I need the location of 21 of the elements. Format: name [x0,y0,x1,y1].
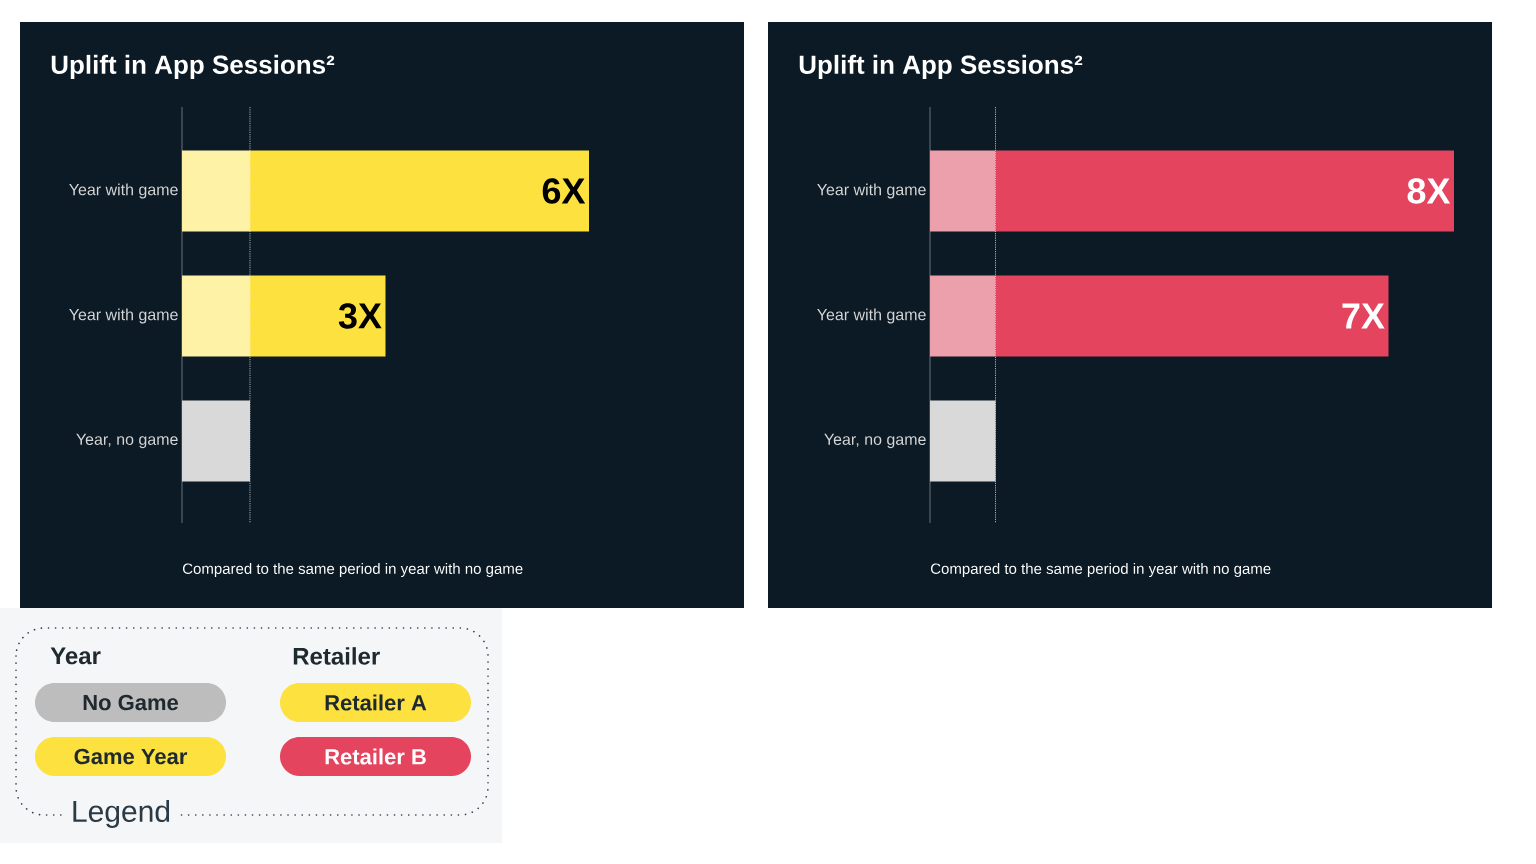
y-tick-label: Year with game [69,308,178,324]
category-label: No Game [83,694,179,711]
chart-title: Uplift in App Sessions² [51,54,335,80]
category-label: Retailer B [325,748,426,765]
category-label: Retailer A [325,694,427,711]
text: Legend [73,800,170,828]
text: Year [50,647,101,665]
y-tick-label: Year, no game [824,433,926,449]
category-label: Game Year [74,748,188,765]
y-tick-label: Year with game [69,183,178,199]
y-tick-label: Year with game [817,308,926,324]
annotation: 3X [338,303,382,329]
text: Retailer [293,647,380,665]
text: Compared to the same period in year with no game [182,562,523,577]
y-tick-label: Year, no game [76,433,178,449]
y-tick-label: Year with game [817,183,926,199]
chart-title: Uplift in App Sessions² [799,54,1083,80]
annotation: 8X [1407,178,1451,204]
annotation: 6X [542,178,586,204]
annotation: 7X [1342,303,1385,329]
text: Compared to the same period in year with no game [930,562,1271,577]
